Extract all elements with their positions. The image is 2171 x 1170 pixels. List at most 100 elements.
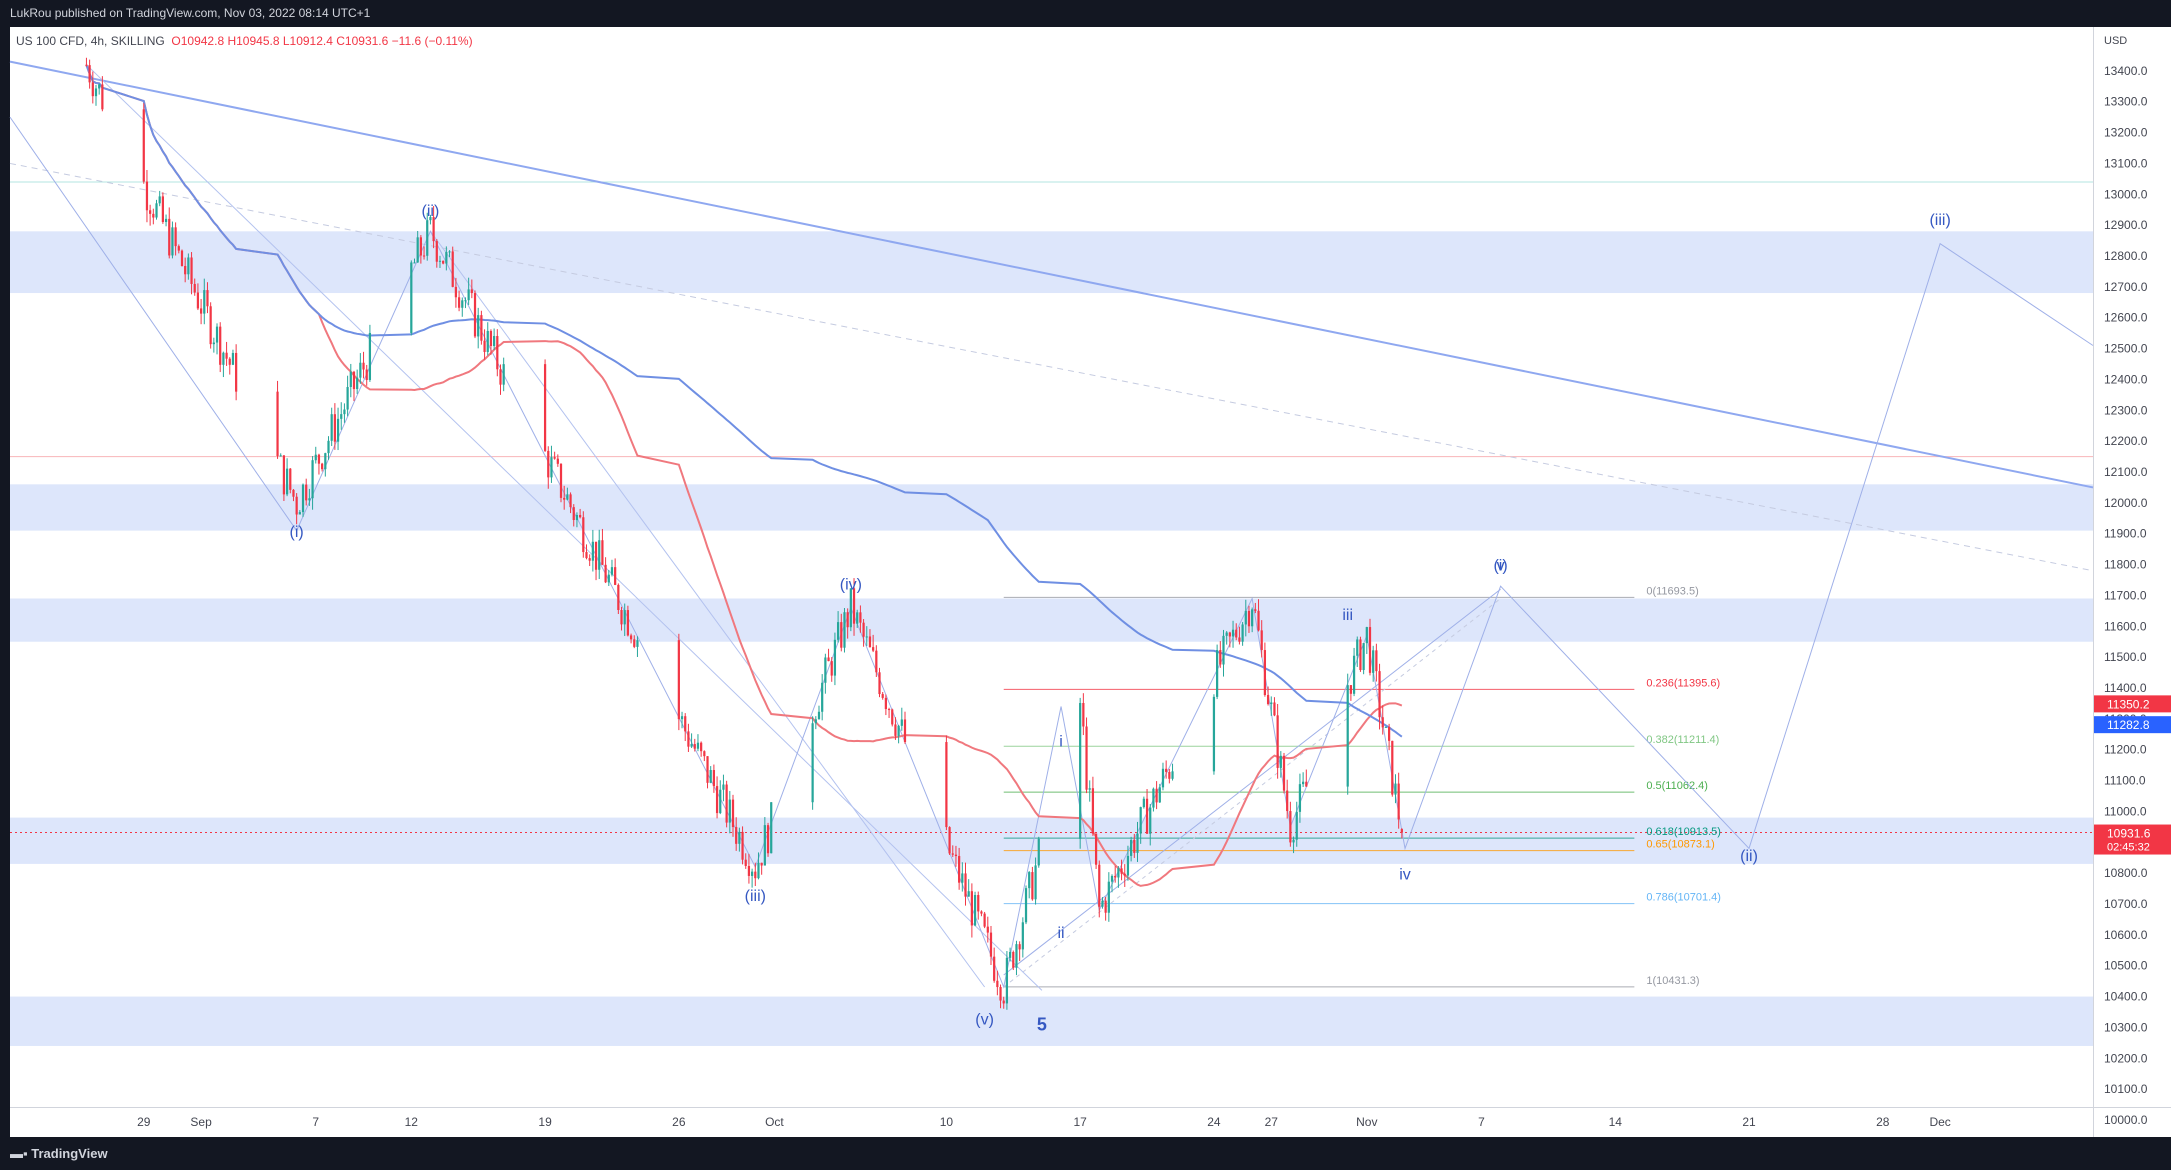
y-tick-33: 13300.0 bbox=[2104, 95, 2148, 109]
candle-54 bbox=[333, 414, 336, 442]
tradingview-logo[interactable]: ▬▪ TradingView bbox=[10, 1146, 108, 1161]
y-tick-29: 12900.0 bbox=[2104, 218, 2148, 232]
candle-17 bbox=[177, 246, 180, 251]
candle-234 bbox=[1136, 833, 1139, 853]
candle-222 bbox=[1098, 864, 1101, 907]
candle-145 bbox=[738, 831, 741, 844]
candle-19 bbox=[184, 265, 187, 275]
x-tick-6: Oct bbox=[765, 1115, 784, 1129]
candle-4 bbox=[98, 84, 101, 89]
candle-32 bbox=[225, 352, 228, 359]
candle-14 bbox=[168, 218, 171, 256]
candle-37 bbox=[279, 455, 282, 457]
major-downtrend-line bbox=[9, 60, 2094, 489]
candle-116 bbox=[607, 574, 610, 583]
candle-169 bbox=[852, 588, 856, 624]
candle-190 bbox=[958, 856, 961, 883]
wave-label-1: (ii) bbox=[422, 203, 440, 220]
candle-8 bbox=[149, 210, 152, 214]
candle-149 bbox=[750, 871, 754, 876]
candle-124 bbox=[633, 639, 636, 647]
candle-117 bbox=[610, 567, 614, 575]
candle-58 bbox=[346, 387, 349, 410]
wave-label-7: ii bbox=[1058, 925, 1065, 942]
wave-label-8: iii bbox=[1342, 607, 1353, 624]
candle-208 bbox=[1015, 944, 1018, 968]
candle-61 bbox=[356, 377, 359, 390]
y-tick-10: 11000.0 bbox=[2104, 804, 2147, 818]
candle-270 bbox=[1289, 811, 1292, 843]
candle-226 bbox=[1110, 875, 1114, 882]
candle-236 bbox=[1142, 798, 1145, 808]
candle-233 bbox=[1133, 839, 1136, 853]
candle-209 bbox=[1018, 944, 1021, 950]
candle-207 bbox=[1012, 951, 1015, 968]
candle-188 bbox=[951, 853, 954, 855]
candle-137 bbox=[712, 770, 716, 787]
candle-189 bbox=[954, 854, 958, 857]
price-badge-label-2: 10931.6 bbox=[2107, 827, 2151, 841]
candle-0 bbox=[85, 64, 88, 66]
candle-75 bbox=[438, 260, 442, 262]
y-tick-7: 10700.0 bbox=[2104, 897, 2148, 911]
candle-170 bbox=[856, 612, 859, 624]
y-tick-3: 10300.0 bbox=[2104, 1020, 2148, 1034]
ohlc-change: −11.6 (−0.11%) bbox=[391, 34, 473, 48]
candle-257 bbox=[1247, 610, 1251, 627]
x-axis-ticks: 29 Sep 7 12 19 26 Oct 10 17 24 27 Nov 7 14 21 28 Dec bbox=[137, 1115, 1951, 1129]
candle-99 bbox=[553, 457, 556, 459]
fib-label-0: 0(11693.5) bbox=[1646, 585, 1698, 597]
time-axis[interactable] bbox=[10, 1107, 2093, 1138]
candle-211 bbox=[1024, 888, 1028, 923]
x-tick-3: 12 bbox=[405, 1115, 419, 1129]
candle-95 bbox=[502, 364, 505, 385]
chart-area[interactable] bbox=[10, 27, 2093, 1107]
candle-40 bbox=[289, 468, 292, 490]
candle-275 bbox=[1305, 781, 1308, 787]
candle-196 bbox=[977, 895, 980, 912]
candle-109 bbox=[585, 552, 588, 559]
price-badge-0 bbox=[2094, 695, 2171, 713]
candle-67 bbox=[413, 262, 416, 264]
candle-204 bbox=[1002, 1000, 1005, 1004]
candle-191 bbox=[961, 873, 964, 883]
wave-diagonal-b bbox=[430, 231, 986, 988]
wave-label-0: (i) bbox=[290, 524, 304, 541]
candle-272 bbox=[1295, 811, 1298, 840]
candle-105 bbox=[572, 507, 575, 521]
candle-30 bbox=[219, 326, 222, 365]
wave-labels: (i)(ii)(iii)(iv)(v) 5iiiiiiiv(i)v(ii)(iii… bbox=[290, 203, 1951, 1035]
candle-256 bbox=[1244, 610, 1247, 625]
candle-176 bbox=[875, 650, 878, 673]
candle-27 bbox=[209, 306, 212, 345]
candle-87 bbox=[477, 315, 480, 337]
y-tick-18: 11800.0 bbox=[2104, 558, 2147, 572]
candle-251 bbox=[1228, 632, 1231, 637]
candle-136 bbox=[709, 770, 712, 783]
candle-2 bbox=[91, 82, 94, 97]
candle-288 bbox=[1384, 726, 1388, 728]
candle-249 bbox=[1222, 635, 1225, 665]
candle-12 bbox=[161, 196, 164, 222]
candle-179 bbox=[884, 697, 887, 710]
candle-49 bbox=[317, 454, 321, 464]
candle-224 bbox=[1104, 900, 1107, 913]
candle-79 bbox=[451, 251, 454, 287]
candle-181 bbox=[891, 709, 894, 725]
candle-269 bbox=[1286, 790, 1289, 812]
zone-1 bbox=[10, 484, 2093, 531]
candle-147 bbox=[744, 859, 747, 866]
candle-230 bbox=[1123, 873, 1126, 876]
candle-74 bbox=[435, 241, 438, 262]
candle-220 bbox=[1091, 788, 1095, 834]
candle-203 bbox=[999, 987, 1002, 1001]
candle-267 bbox=[1279, 755, 1282, 768]
candle-36 bbox=[276, 391, 279, 457]
candle-38 bbox=[282, 455, 286, 495]
fib-label-1: 0.236(11395.6) bbox=[1646, 677, 1720, 689]
price-badge-2 bbox=[2094, 824, 2171, 855]
candle-126 bbox=[677, 640, 680, 720]
price-axis[interactable] bbox=[2093, 27, 2171, 1107]
candle-198 bbox=[983, 913, 986, 927]
